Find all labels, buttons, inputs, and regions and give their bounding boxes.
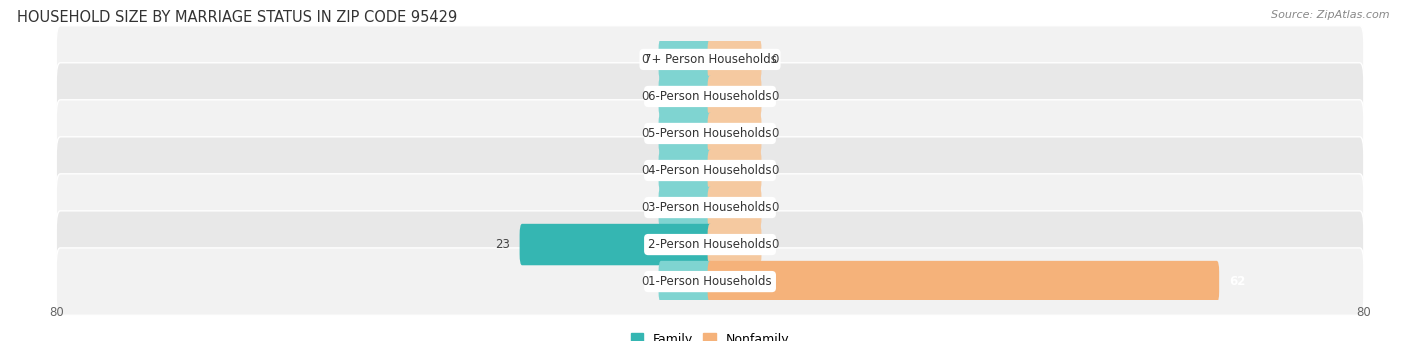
FancyBboxPatch shape (658, 261, 713, 302)
Text: 0: 0 (772, 90, 779, 103)
Text: 0: 0 (772, 164, 779, 177)
FancyBboxPatch shape (56, 137, 1364, 204)
Text: 0: 0 (641, 53, 648, 66)
Text: 3-Person Households: 3-Person Households (648, 201, 772, 214)
FancyBboxPatch shape (658, 150, 713, 191)
Text: 0: 0 (772, 53, 779, 66)
FancyBboxPatch shape (658, 113, 713, 154)
FancyBboxPatch shape (658, 76, 713, 117)
FancyBboxPatch shape (707, 39, 762, 80)
Text: 1-Person Households: 1-Person Households (648, 275, 772, 288)
FancyBboxPatch shape (707, 113, 762, 154)
FancyBboxPatch shape (56, 63, 1364, 130)
Text: Source: ZipAtlas.com: Source: ZipAtlas.com (1271, 10, 1389, 20)
FancyBboxPatch shape (658, 39, 713, 80)
FancyBboxPatch shape (707, 76, 762, 117)
Legend: Family, Nonfamily: Family, Nonfamily (626, 328, 794, 341)
FancyBboxPatch shape (520, 224, 713, 265)
FancyBboxPatch shape (56, 100, 1364, 167)
FancyBboxPatch shape (56, 248, 1364, 315)
FancyBboxPatch shape (707, 224, 762, 265)
FancyBboxPatch shape (56, 26, 1364, 93)
Text: 62: 62 (1229, 275, 1246, 288)
Text: 0: 0 (772, 127, 779, 140)
Text: 0: 0 (641, 127, 648, 140)
Text: 0: 0 (772, 238, 779, 251)
Text: 0: 0 (772, 201, 779, 214)
Text: 0: 0 (641, 275, 648, 288)
FancyBboxPatch shape (658, 187, 713, 228)
Text: 7+ Person Households: 7+ Person Households (644, 53, 776, 66)
Text: 0: 0 (641, 164, 648, 177)
Text: 2-Person Households: 2-Person Households (648, 238, 772, 251)
Text: 5-Person Households: 5-Person Households (648, 127, 772, 140)
Text: 0: 0 (641, 90, 648, 103)
Text: 6-Person Households: 6-Person Households (648, 90, 772, 103)
FancyBboxPatch shape (707, 187, 762, 228)
FancyBboxPatch shape (707, 261, 1219, 302)
FancyBboxPatch shape (56, 174, 1364, 241)
Text: 4-Person Households: 4-Person Households (648, 164, 772, 177)
Text: 23: 23 (495, 238, 510, 251)
FancyBboxPatch shape (56, 211, 1364, 278)
FancyBboxPatch shape (707, 150, 762, 191)
Text: 0: 0 (641, 201, 648, 214)
Text: HOUSEHOLD SIZE BY MARRIAGE STATUS IN ZIP CODE 95429: HOUSEHOLD SIZE BY MARRIAGE STATUS IN ZIP… (17, 10, 457, 25)
